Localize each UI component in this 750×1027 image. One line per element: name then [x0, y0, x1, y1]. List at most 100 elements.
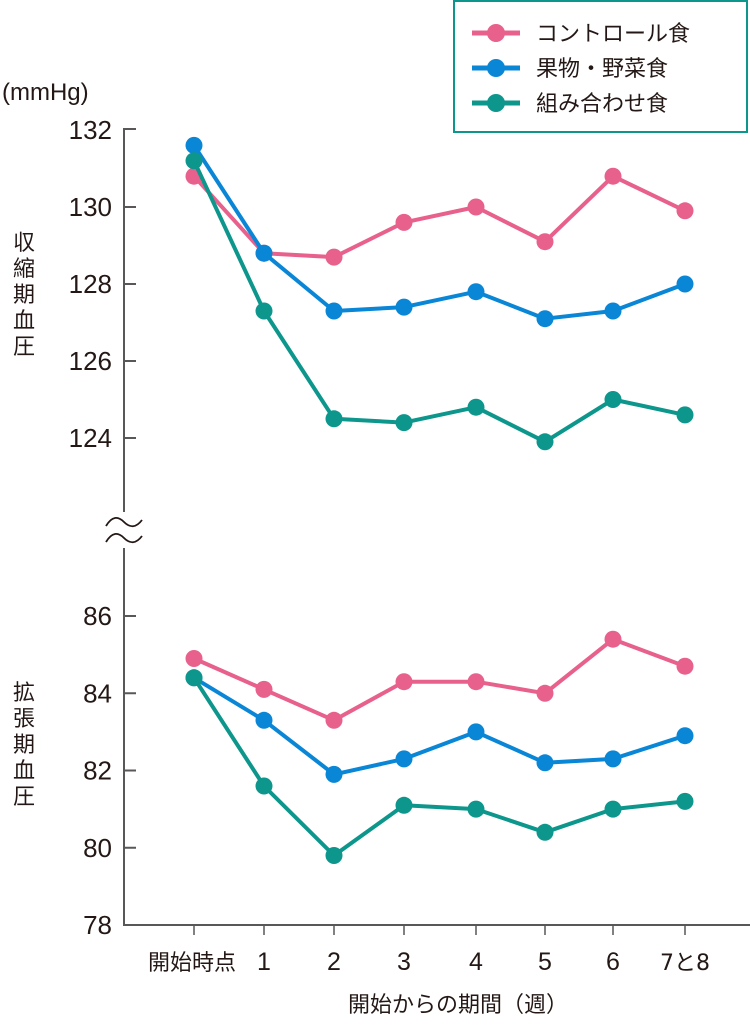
data-point — [536, 233, 554, 251]
legend-swatch-marker — [487, 24, 505, 42]
y-tick-label: 80 — [83, 833, 112, 863]
data-point — [467, 198, 485, 216]
x-tick-label: 4 — [469, 948, 483, 976]
data-point — [676, 202, 694, 220]
data-point — [467, 800, 485, 818]
data-point — [395, 673, 413, 691]
data-point — [325, 765, 343, 783]
y-tick-label: 78 — [83, 910, 112, 940]
series-systolic-2 — [185, 152, 694, 451]
series-line — [192, 144, 686, 321]
legend-label: コントロール食 — [536, 22, 690, 47]
y-tick-label: 132 — [69, 115, 112, 145]
y-tick-label: 124 — [69, 423, 112, 453]
data-point — [395, 414, 413, 432]
data-point — [604, 167, 622, 185]
y-tick-label: 128 — [69, 269, 112, 299]
series-line — [193, 637, 686, 723]
series-line — [192, 676, 686, 858]
legend-item: 組み合わせ食 — [472, 92, 668, 117]
y-axis-label-char: 期 — [13, 283, 35, 308]
data-point — [676, 792, 694, 810]
data-point — [255, 244, 273, 262]
x-tick-label: 1 — [257, 948, 271, 976]
data-point — [676, 727, 694, 745]
data-point — [255, 711, 273, 729]
y-axis-label-char: 縮 — [13, 257, 35, 282]
data-point — [325, 302, 343, 320]
series-systolic-1 — [185, 136, 694, 328]
y-axis-label-char: 圧 — [13, 785, 35, 810]
data-point — [255, 777, 273, 795]
y-tick-label: 82 — [83, 756, 112, 786]
x-axis-title: 開始からの期間（週） — [348, 993, 568, 1018]
y-axis-label-char: 圧 — [13, 335, 35, 360]
y-axis-label-char: 張 — [13, 707, 35, 732]
x-tick-label: 3 — [397, 948, 411, 976]
data-point — [395, 750, 413, 768]
y-tick-label: 130 — [69, 192, 112, 222]
series-diastolic-0 — [185, 630, 694, 729]
series-diastolic-1 — [185, 669, 694, 783]
data-point — [604, 630, 622, 648]
data-point — [676, 406, 694, 424]
data-point — [536, 754, 554, 772]
y-axis-label-char: 血 — [13, 309, 35, 334]
data-point — [676, 275, 694, 293]
legend-label: 果物・野菜食 — [536, 57, 668, 82]
series-diastolic-2 — [185, 669, 694, 864]
x-tick-label: 6 — [606, 948, 620, 976]
data-point — [395, 298, 413, 316]
data-point — [185, 136, 203, 154]
series-line — [192, 174, 686, 260]
data-point — [604, 750, 622, 768]
unit-label: (mmHg) — [2, 79, 89, 106]
data-point — [325, 410, 343, 428]
data-point — [604, 800, 622, 818]
data-point — [467, 673, 485, 691]
x-tick-label: 7と8 — [660, 951, 710, 976]
legend-item: コントロール食 — [472, 22, 690, 47]
y-tick-label: 84 — [83, 678, 112, 708]
data-point — [604, 391, 622, 408]
data-point — [536, 684, 554, 702]
data-point — [467, 723, 485, 741]
data-point — [536, 310, 554, 328]
y-tick-label: 86 — [83, 601, 112, 631]
data-point — [536, 433, 554, 451]
data-point — [467, 283, 485, 301]
data-point — [395, 213, 413, 231]
y-tick-label: 126 — [69, 346, 112, 376]
data-point — [255, 302, 273, 320]
data-point — [185, 152, 203, 170]
data-point — [185, 650, 203, 667]
legend-swatch-marker — [487, 59, 505, 77]
data-point — [325, 847, 343, 864]
y-axis-label-char: 期 — [13, 733, 35, 758]
x-tick-label: 開始時点 — [148, 951, 236, 976]
data-point — [604, 302, 622, 320]
data-point — [325, 711, 343, 729]
y-axis-label-char: 収 — [13, 231, 35, 256]
x-tick-label: 5 — [538, 948, 552, 976]
data-point — [185, 669, 203, 687]
y-axis-label-char: 血 — [13, 759, 35, 784]
series-line — [192, 676, 686, 777]
data-point — [676, 657, 694, 675]
x-tick-label: 2 — [327, 948, 341, 976]
data-point — [467, 398, 485, 416]
axis-break-icon — [105, 517, 143, 544]
data-point — [325, 248, 343, 266]
y-axis-label-char: 拡 — [13, 681, 35, 706]
data-point — [536, 823, 554, 841]
legend-item: 果物・野菜食 — [472, 57, 668, 82]
data-point — [255, 680, 273, 698]
series-line — [192, 159, 686, 444]
data-point — [395, 796, 413, 814]
legend-swatch-marker — [487, 94, 505, 112]
legend-label: 組み合わせ食 — [536, 92, 668, 117]
